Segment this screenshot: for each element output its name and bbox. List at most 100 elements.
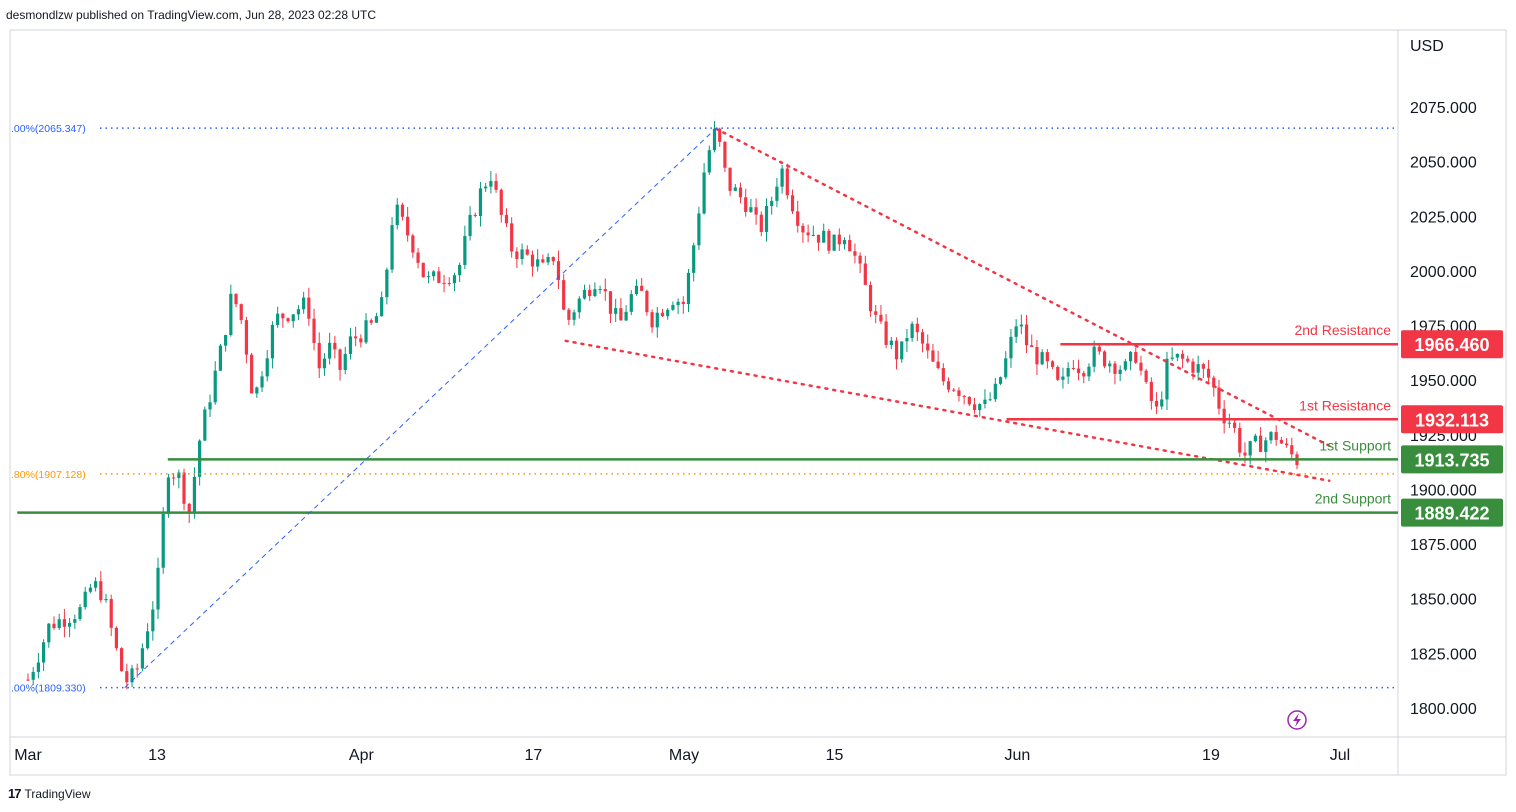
candle-body (619, 308, 623, 321)
candle-body (1097, 346, 1101, 352)
y-tick-label: 2025.000 (1410, 209, 1477, 226)
candle-body (1217, 387, 1221, 409)
x-axis-ticks: Mar 13 Apr 17 May 15 Jun 19 Jul (14, 747, 1350, 764)
x-tick-label: May (669, 747, 699, 764)
candle-body (1061, 376, 1065, 380)
candle-body (884, 321, 888, 345)
candle-body (1014, 326, 1018, 337)
candle-body (551, 256, 555, 262)
x-tick-label: Apr (349, 747, 375, 764)
candle-body (811, 234, 815, 236)
candle-body (707, 150, 711, 173)
candle-body (114, 627, 119, 649)
candle-body (208, 402, 212, 410)
candle-body (515, 251, 519, 259)
candle-body (192, 476, 197, 513)
candle-body (1212, 377, 1216, 388)
candle-body (307, 297, 311, 319)
candle-body (463, 236, 467, 265)
candle-body (967, 396, 971, 405)
candle-body (68, 622, 72, 627)
candle-body (837, 234, 841, 245)
x-tick-label: 19 (1202, 747, 1220, 764)
candle-body (99, 581, 103, 601)
tradingview-footer[interactable]: 17 TradingView (8, 786, 91, 801)
fibonacci-levels: .00%(2065.347) .80%(1907.128) .00%(1809.33… (11, 123, 1398, 695)
candle-body (556, 261, 561, 281)
candle-body (328, 342, 332, 359)
candle-body (1284, 443, 1289, 446)
candle-body (863, 263, 867, 285)
candle-body (296, 309, 301, 315)
candle-body (1108, 363, 1112, 367)
candle-body (390, 225, 394, 270)
candle-body (754, 207, 758, 215)
candle-body (1024, 324, 1029, 346)
candle-body (348, 336, 353, 354)
candle-body (286, 318, 290, 322)
lightning-icon[interactable] (1287, 710, 1307, 730)
candle-body (458, 264, 462, 276)
candle-body (510, 223, 514, 252)
currency-label: USD (1410, 38, 1444, 55)
candle-body (801, 225, 805, 233)
x-tick-label: 15 (826, 747, 844, 764)
candle-body (1076, 368, 1081, 374)
price-badge (1401, 405, 1503, 434)
candle-body (1191, 361, 1195, 373)
candle-body (1123, 361, 1127, 370)
candle-body (1196, 364, 1200, 373)
candle-body (894, 340, 899, 360)
candle-body (744, 197, 748, 212)
candle-body (31, 671, 35, 680)
candle-body (1264, 440, 1268, 452)
candle-body (47, 623, 51, 643)
candle-body (853, 251, 857, 256)
candle-body (135, 668, 139, 670)
candle-body (796, 211, 800, 226)
price-badge-text: 1932.113 (1415, 410, 1489, 430)
candle-body (1175, 353, 1179, 358)
candle-body (281, 313, 285, 319)
candle-body (874, 311, 878, 315)
candle-body (858, 255, 862, 264)
candle-body (988, 399, 992, 401)
candle-body (910, 323, 914, 339)
candle-body (946, 381, 951, 390)
candle-body (728, 167, 732, 191)
candle-body (302, 297, 306, 310)
candle-body (530, 254, 535, 267)
candle-body (120, 648, 124, 672)
y-tick-label: 1900.000 (1410, 482, 1477, 499)
candle-body (1035, 347, 1039, 365)
tradingview-brand: TradingView (24, 786, 91, 801)
candle-body (1165, 358, 1169, 400)
candle-body (411, 235, 415, 253)
candle-body (520, 249, 524, 259)
candle-body (957, 390, 961, 397)
candle-body (525, 249, 529, 255)
candle-body (536, 259, 540, 267)
candle-body (395, 204, 399, 226)
candle-body (78, 607, 82, 620)
candle-body (1154, 400, 1159, 407)
candle-body (759, 214, 763, 232)
candle-body (1019, 324, 1023, 327)
candle-body (291, 314, 295, 322)
candle-body (265, 358, 269, 377)
candle-body (250, 354, 254, 394)
candle-body (57, 619, 61, 629)
candle-body (567, 309, 571, 320)
candle-body (260, 376, 264, 388)
candle-body (156, 567, 160, 610)
candle-body (177, 472, 181, 478)
y-tick-label: 1825.000 (1410, 646, 1477, 663)
candle-body (36, 662, 41, 672)
candle-body (229, 293, 233, 336)
candle-body (166, 477, 171, 514)
y-tick-label: 1850.000 (1410, 592, 1477, 609)
candle-body (588, 289, 592, 297)
candle-body (468, 214, 472, 237)
candle-body (629, 294, 633, 312)
